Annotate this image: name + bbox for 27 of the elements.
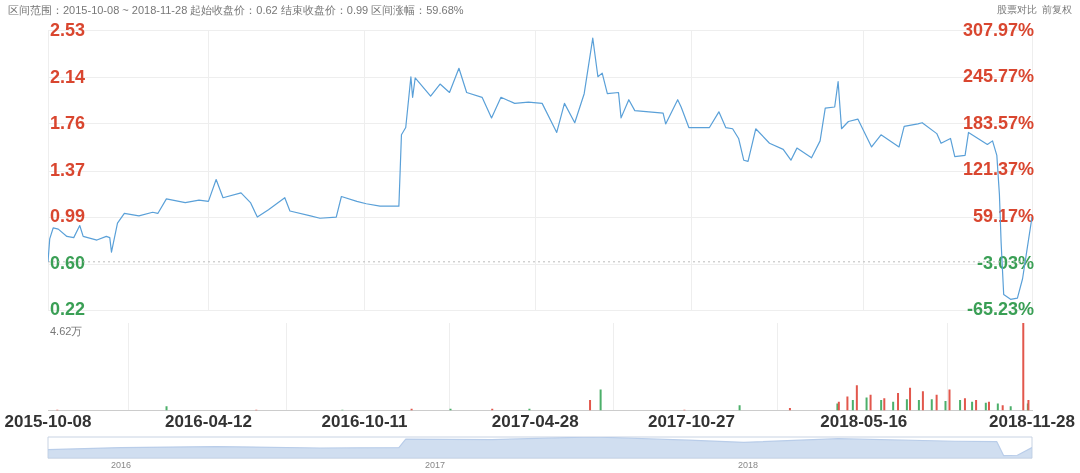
text: 股票对比: [997, 3, 1037, 17]
y2-tick-label: 183.57%: [962, 112, 1034, 133]
annotation: 4.62万: [50, 324, 83, 339]
x-tick-label: 2018-11-28: [988, 412, 1076, 432]
x-tick-label: 2016-04-12: [164, 412, 252, 432]
x-tick-label: 2017-10-27: [647, 412, 735, 432]
y2-tick-label: 121.37%: [962, 159, 1034, 180]
y-tick-label: 1.37: [50, 160, 86, 181]
y-tick-label: 0.60: [50, 253, 86, 274]
y-tick-label: 1.76: [50, 112, 86, 133]
y-tick-label: 2.53: [50, 19, 86, 40]
y2-tick-label: 59.17%: [972, 206, 1034, 227]
y-tick-label: 0.99: [50, 206, 86, 227]
y2-tick-label: 245.77%: [962, 66, 1034, 87]
x-tick-label: 2017-04-28: [491, 412, 579, 432]
x-tick-label: 2016-10-11: [321, 412, 408, 432]
x-tick-label: 2018-05-16: [820, 412, 908, 432]
x-tick-label: 2016: [110, 460, 131, 471]
chart-title: 区间范围：2015-10-08 ~ 2018-11-28 起始收盘价：0.62 结束收盘价：0.99 区间涨幅：59.68%: [8, 3, 464, 18]
x-tick-label: 2017: [424, 460, 445, 471]
x-tick-label: 2018: [738, 460, 759, 471]
text: 前复权: [1042, 3, 1072, 17]
y-tick-label: 2.14: [50, 66, 86, 87]
y2-tick-label: -65.23%: [966, 299, 1034, 320]
y2-tick-label: 307.97%: [962, 19, 1034, 40]
y-tick-label: 0.22: [50, 299, 86, 320]
x-tick-label: 2015-10-08: [4, 412, 92, 432]
